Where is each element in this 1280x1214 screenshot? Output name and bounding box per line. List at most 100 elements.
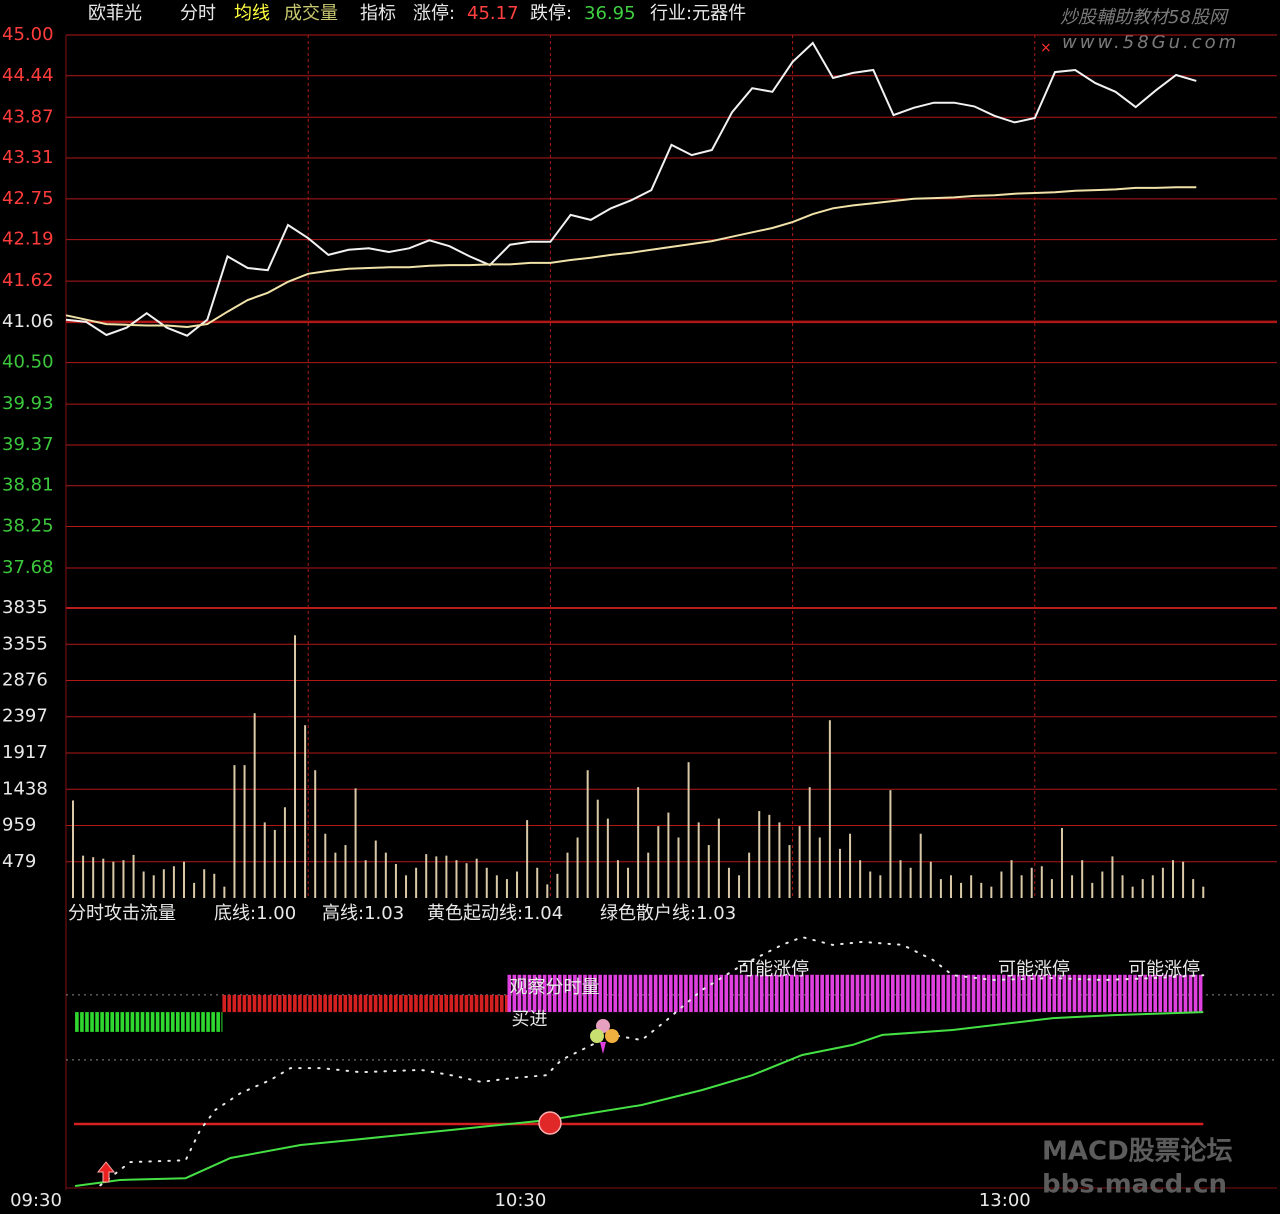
- buy-arrow: [96, 1161, 116, 1183]
- signal-bar: [941, 974, 946, 1013]
- signal-bar: [598, 974, 602, 1013]
- signal-bar: [272, 994, 277, 1013]
- signal-bar: [1097, 974, 1102, 1013]
- cross-marker: ×: [1040, 40, 1052, 56]
- signal-bar: [608, 974, 613, 1013]
- signal-bar: [668, 974, 673, 1013]
- signal-bar: [891, 974, 895, 1013]
- signal-bar: [1193, 974, 1198, 1013]
- volume-bar: [183, 861, 186, 898]
- volume-bar: [536, 867, 539, 898]
- signal-bar: [105, 1012, 109, 1032]
- signal-bar: [850, 974, 855, 1013]
- volume-bar: [142, 871, 145, 898]
- volume-bar: [1050, 879, 1053, 898]
- volume-bar: [818, 837, 821, 898]
- signal-bar: [125, 1012, 130, 1032]
- signal-bar: [277, 994, 282, 1013]
- signal-bar: [916, 974, 920, 1013]
- signal-bar: [613, 974, 618, 1013]
- signal-bar: [211, 1012, 215, 1032]
- volume-bar: [314, 770, 317, 898]
- markers: [96, 1019, 619, 1183]
- y-tick-label: 39.93: [2, 393, 54, 414]
- signal-bar: [714, 974, 718, 1013]
- signal-bar: [911, 974, 915, 1013]
- volume-bar: [970, 875, 973, 898]
- signal-bar: [388, 994, 393, 1013]
- volume-bar: [1081, 860, 1084, 898]
- signal-bar: [1057, 974, 1062, 1013]
- volume-bar: [828, 720, 831, 898]
- signal-bar: [1188, 974, 1193, 1013]
- tab-volume[interactable]: 成交量: [284, 3, 338, 24]
- volume-bar: [697, 822, 700, 898]
- signal-bar: [333, 994, 338, 1013]
- volume-bar: [687, 762, 690, 898]
- signal-bar: [568, 974, 572, 1013]
- signal-bar: [749, 974, 754, 1013]
- volume-bar: [859, 860, 862, 898]
- signal-bar: [860, 974, 865, 1013]
- signal-bar: [785, 974, 789, 1013]
- signal-bar: [986, 974, 991, 1013]
- signal-bar: [507, 974, 512, 1013]
- y-tick-label: 39.37: [2, 434, 54, 455]
- watermark: www.58Gu.com: [1062, 32, 1239, 53]
- volume-bar: [869, 871, 872, 898]
- tab-average[interactable]: 均线: [234, 3, 270, 24]
- signal-bar: [196, 1012, 200, 1032]
- signal-bar: [966, 974, 971, 1013]
- signal-bar: [825, 974, 830, 1013]
- volume-bar: [1040, 866, 1043, 898]
- signal-bar: [227, 994, 232, 1013]
- volume-bar: [243, 765, 246, 898]
- signal-bar: [160, 1012, 165, 1032]
- signal-bar: [1178, 974, 1183, 1013]
- signal-bar: [931, 974, 935, 1013]
- volume-bar: [546, 884, 549, 898]
- signal-bar: [140, 1012, 145, 1032]
- indicator-readout: 高线:1.03: [322, 903, 404, 924]
- volume-bar: [132, 854, 135, 898]
- signal-bar: [603, 974, 607, 1013]
- volume-bar: [717, 818, 720, 898]
- signal-bar: [764, 974, 769, 1013]
- y-tick-label: 42.19: [2, 229, 54, 250]
- y-tick-label: 959: [2, 814, 36, 835]
- signal-bar: [1037, 974, 1041, 1013]
- volume-bar: [273, 829, 276, 898]
- signal-bar: [318, 994, 322, 1013]
- signal-bar: [830, 974, 835, 1013]
- icon: [590, 1029, 604, 1043]
- volume-bar: [899, 860, 902, 898]
- signal-bar: [494, 994, 499, 1013]
- volume-bar: [344, 845, 347, 898]
- signal-bar: [769, 974, 774, 1013]
- volume-bar: [566, 852, 569, 898]
- signal-bar: [469, 994, 474, 1013]
- volume-bar: [788, 845, 791, 898]
- signal-bar: [1133, 974, 1137, 1013]
- signal-bar: [1027, 974, 1031, 1013]
- signal-bar: [1128, 974, 1132, 1013]
- signal-bar: [373, 994, 378, 1013]
- signal-bar: [906, 974, 910, 1013]
- signal-bar: [378, 994, 383, 1013]
- tab-indicator[interactable]: 指标: [360, 3, 396, 24]
- volume-bar: [707, 845, 710, 898]
- volume-bar: [475, 858, 478, 898]
- tab-price[interactable]: 分时: [180, 3, 216, 24]
- indicator-title: 分时攻击流量: [68, 903, 176, 924]
- signal-bar: [75, 1012, 79, 1032]
- volume-bar: [283, 807, 286, 898]
- annotation: 可能涨停: [998, 959, 1070, 980]
- signal-bar: [855, 974, 860, 1013]
- signal-bar: [704, 974, 708, 1013]
- signal-bar: [353, 994, 358, 1013]
- signal-bar: [663, 974, 668, 1013]
- signal-bar: [1087, 974, 1092, 1013]
- volume-bar: [324, 833, 327, 898]
- signal-bar: [719, 974, 724, 1013]
- signal-bar: [971, 974, 976, 1013]
